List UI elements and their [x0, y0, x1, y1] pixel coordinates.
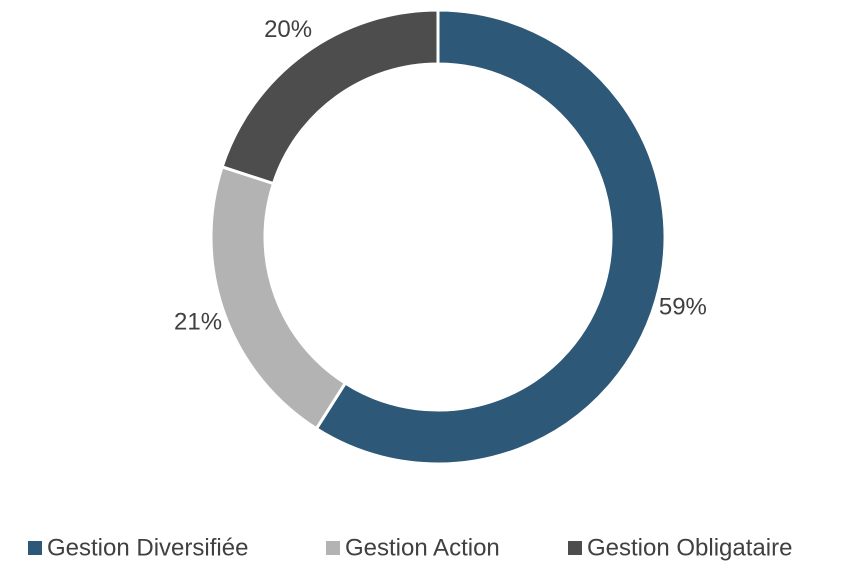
data-label: 21%	[174, 309, 222, 336]
legend-label: Gestion Diversifiée	[47, 534, 248, 561]
data-label: 59%	[659, 293, 707, 320]
data-label: 20%	[264, 16, 312, 43]
donut-segment	[314, 8, 667, 466]
legend-swatch	[568, 541, 582, 555]
legend-label: Gestion Obligataire	[587, 534, 792, 561]
donut-segment	[220, 8, 440, 186]
legend-swatch	[28, 541, 42, 555]
legend-label: Gestion Action	[345, 534, 500, 561]
legend-swatch	[326, 541, 340, 555]
donut-segment	[209, 164, 348, 431]
